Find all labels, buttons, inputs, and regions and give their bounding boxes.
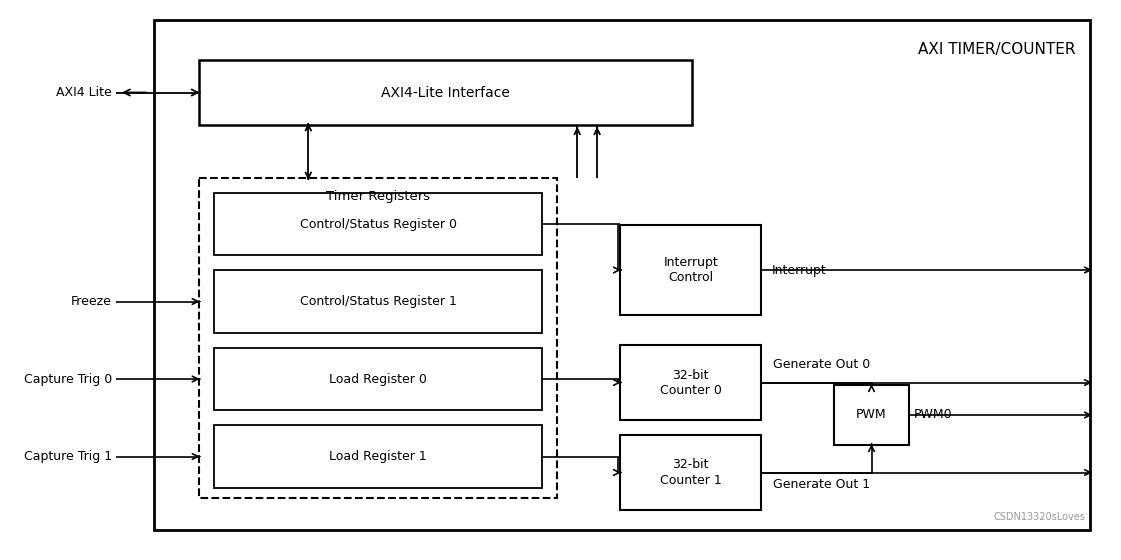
Bar (214, 270, 543, 333)
Text: Interrupt: Interrupt (771, 264, 826, 277)
Bar (620, 225, 761, 315)
Text: PWM0: PWM0 (914, 408, 953, 422)
Text: AXI4 Lite: AXI4 Lite (56, 86, 112, 99)
Text: Timer Registers: Timer Registers (326, 189, 430, 203)
Bar (214, 425, 543, 488)
Text: CSDN13320sLoves: CSDN13320sLoves (993, 512, 1085, 522)
Text: Generate Out 0: Generate Out 0 (773, 358, 871, 371)
Bar (214, 348, 543, 410)
Bar (834, 385, 909, 445)
Text: Control/Status Register 1: Control/Status Register 1 (299, 295, 456, 308)
Text: PWM: PWM (856, 408, 887, 422)
Text: 32-bit
Counter 1: 32-bit Counter 1 (660, 459, 722, 487)
Text: Load Register 1: Load Register 1 (330, 450, 427, 463)
Text: Capture Trig 0: Capture Trig 0 (24, 372, 112, 385)
Text: Interrupt
Control: Interrupt Control (664, 256, 719, 284)
Text: AXI4-Lite Interface: AXI4-Lite Interface (381, 86, 510, 100)
Text: Load Register 0: Load Register 0 (330, 372, 427, 385)
Text: 32-bit
Counter 0: 32-bit Counter 0 (660, 368, 722, 396)
Bar (198, 60, 692, 125)
Bar (620, 435, 761, 510)
Bar (154, 20, 1090, 530)
Bar (198, 178, 557, 498)
Bar (214, 193, 543, 255)
Text: Control/Status Register 0: Control/Status Register 0 (299, 217, 456, 231)
Bar (620, 345, 761, 420)
Text: AXI TIMER/COUNTER: AXI TIMER/COUNTER (918, 42, 1075, 57)
Text: Capture Trig 1: Capture Trig 1 (24, 450, 112, 463)
Text: Generate Out 1: Generate Out 1 (773, 478, 871, 491)
Text: Freeze: Freeze (72, 295, 112, 308)
